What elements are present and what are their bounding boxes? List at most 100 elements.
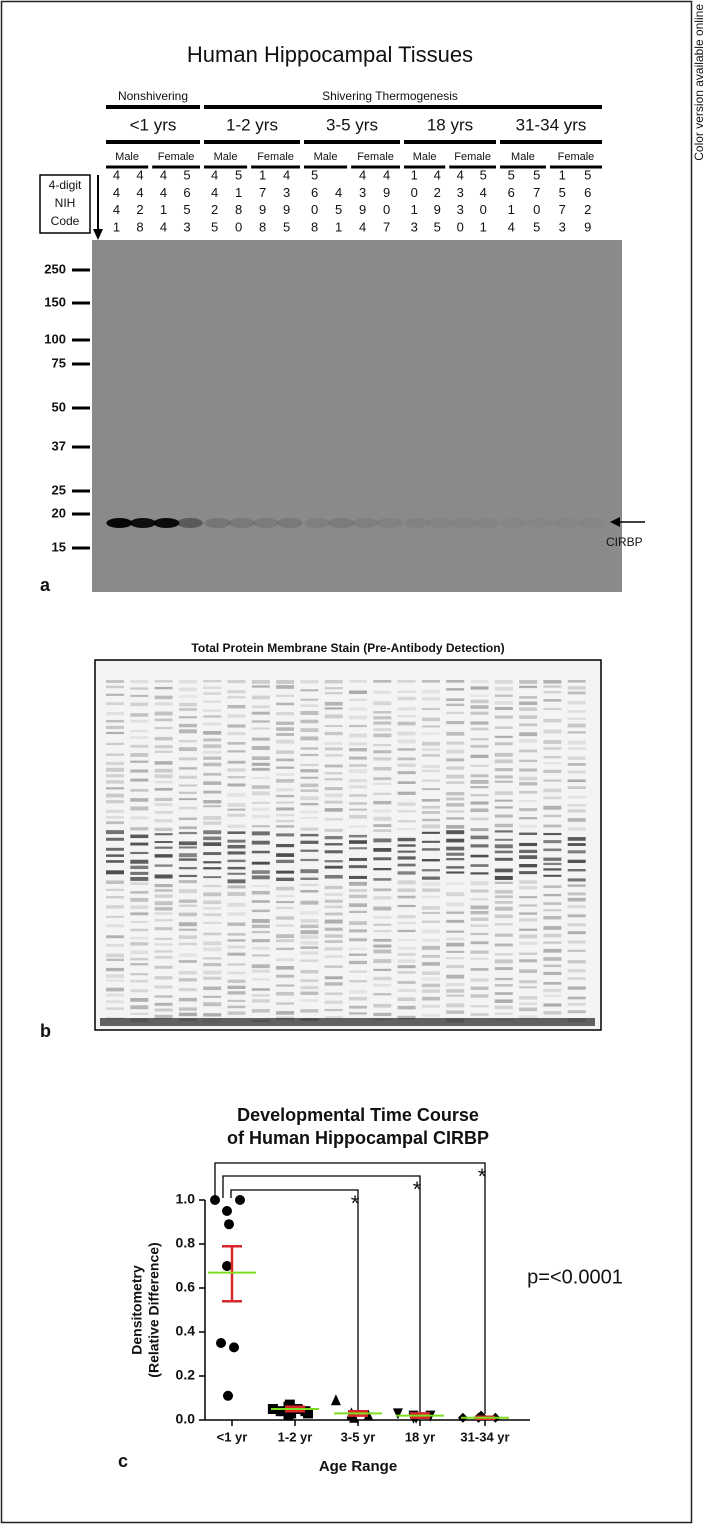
- stain-band: [227, 824, 246, 829]
- stain-band: [494, 799, 513, 802]
- stain-band: [227, 768, 246, 772]
- nih-code: 5629: [580, 167, 595, 237]
- stain-band: [567, 731, 586, 734]
- stain-band: [543, 874, 562, 877]
- stain-band: [421, 929, 440, 934]
- stain-band: [324, 976, 343, 980]
- nih-code: 5608: [307, 167, 322, 237]
- nih-code: 4907: [379, 167, 394, 237]
- stain-band: [227, 991, 246, 995]
- stain-band: [567, 740, 586, 745]
- stain-band: [421, 906, 440, 910]
- sex-label: Female: [454, 151, 491, 163]
- stain-band: [494, 906, 513, 911]
- stain-band: [519, 941, 538, 945]
- stain-band: [106, 958, 124, 962]
- sex-label: Female: [158, 151, 195, 163]
- stain-band: [130, 736, 149, 739]
- stain-band: [324, 787, 343, 791]
- stain-band: [251, 767, 270, 771]
- stain-band: [494, 992, 513, 995]
- stain-band: [178, 707, 197, 711]
- stain-band: [178, 912, 197, 917]
- stain-band: [178, 841, 197, 846]
- stain-band: [130, 834, 149, 839]
- stain-band: [130, 973, 149, 976]
- stain-band: [446, 766, 465, 770]
- code-label: Code: [51, 214, 80, 228]
- stain-band: [106, 860, 124, 863]
- stain-band: [300, 979, 319, 982]
- stain-band: [130, 851, 149, 855]
- error-bar: [222, 1244, 242, 1303]
- stain-band: [397, 863, 416, 867]
- stain-band: [567, 818, 586, 822]
- stain-band: [276, 991, 295, 996]
- stain-band: [324, 687, 343, 690]
- stain-band: [324, 764, 343, 768]
- stain-band: [324, 1008, 343, 1012]
- stain-band: [373, 721, 392, 725]
- stain-band: [349, 980, 367, 983]
- stain-band: [154, 686, 173, 690]
- stain-band: [470, 801, 489, 805]
- stain-band: [421, 989, 440, 993]
- age-group-label: 1-2 yrs: [226, 115, 278, 134]
- stain-band: [543, 747, 562, 750]
- stain-band: [227, 939, 246, 942]
- stain-band: [494, 1012, 513, 1015]
- stain-band: [203, 963, 222, 967]
- stain-band: [300, 704, 319, 707]
- significance-label: *: [413, 1177, 422, 1202]
- stain-band: [397, 739, 416, 744]
- stain-band: [276, 984, 295, 987]
- nih-code: 5180: [231, 167, 246, 237]
- stain-band: [421, 869, 440, 872]
- stain-band: [543, 707, 562, 710]
- stain-band: [470, 680, 489, 684]
- stain-band: [397, 696, 416, 701]
- stain-band: [470, 774, 489, 778]
- stain-band: [106, 847, 124, 851]
- stain-band: [300, 698, 319, 701]
- stain-band: [373, 857, 392, 861]
- stain-band: [227, 979, 246, 983]
- stain-band: [178, 767, 197, 770]
- stain-band: [324, 725, 343, 728]
- stain-band: [227, 844, 246, 849]
- stain-band: [543, 685, 562, 688]
- marker-label: 150: [44, 294, 66, 309]
- data-point: [229, 1342, 239, 1353]
- stain-band: [203, 781, 222, 785]
- stain-band: [178, 960, 197, 963]
- stain-band: [349, 894, 367, 899]
- stain-band: [178, 997, 197, 1002]
- nih-code: 4395: [279, 167, 294, 237]
- stain-band: [300, 747, 319, 750]
- stain-band: [130, 957, 149, 961]
- stain-band: [494, 857, 513, 861]
- stain-band: [397, 763, 416, 767]
- stain-band: [397, 721, 416, 726]
- stain-band: [470, 711, 489, 715]
- stain-band: [494, 923, 513, 926]
- stain-band: [494, 844, 513, 849]
- stain-band: [519, 680, 538, 684]
- stain-band: [397, 997, 416, 1002]
- stain-band: [397, 820, 416, 823]
- stain-band: [373, 867, 392, 871]
- stain-band: [567, 884, 586, 887]
- stain-band: [470, 932, 489, 936]
- stain-band: [397, 810, 416, 813]
- stain-band: [276, 694, 295, 697]
- band: [473, 518, 500, 528]
- band: [527, 518, 553, 528]
- stain-band: [227, 945, 246, 949]
- stain-band: [349, 742, 367, 746]
- stain-band: [203, 815, 222, 820]
- stain-band: [154, 768, 173, 773]
- stain-band: [519, 855, 538, 859]
- stain-band: [324, 934, 343, 938]
- stain-band: [251, 1009, 270, 1013]
- stain-band: [470, 686, 489, 690]
